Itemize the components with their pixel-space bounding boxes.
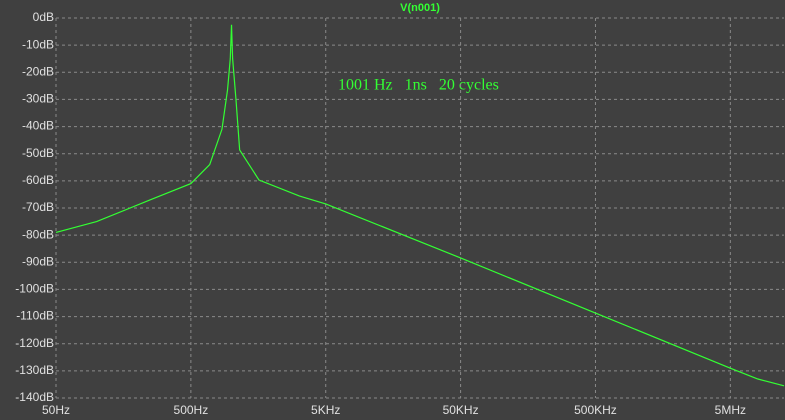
y-tick-label: -70dB: [22, 200, 54, 214]
y-tick-label: -140dB: [15, 390, 54, 404]
y-tick-label: -80dB: [22, 227, 54, 241]
annotation: 1001 Hz 1ns 20 cycles: [338, 77, 499, 94]
y-tick-label: -10dB: [22, 37, 54, 51]
x-tick-label: 50KHz: [443, 403, 479, 417]
x-tick-label: 50Hz: [42, 403, 70, 417]
y-tick-label: -130dB: [15, 363, 54, 377]
y-tick-label: -110dB: [16, 309, 54, 323]
y-tick-label: -20dB: [22, 64, 54, 78]
y-tick-label: -90dB: [22, 254, 54, 268]
y-tick-label: -50dB: [22, 146, 54, 160]
y-tick-label: 0dB: [33, 10, 54, 24]
y-tick-label: -60dB: [22, 173, 54, 187]
x-tick-label: 500Hz: [174, 403, 209, 417]
x-tick-label: 500KHz: [574, 403, 617, 417]
y-tick-label: -120dB: [15, 336, 54, 350]
chart-title: V(n001): [400, 2, 440, 14]
line-series: [55, 24, 785, 387]
x-tick-label: 5MHz: [715, 403, 746, 417]
y-tick-label: -100dB: [15, 282, 54, 296]
y-tick-label: -40dB: [22, 119, 54, 133]
x-tick-label: 5KHz: [311, 403, 340, 417]
y-tick-label: -30dB: [22, 92, 54, 106]
